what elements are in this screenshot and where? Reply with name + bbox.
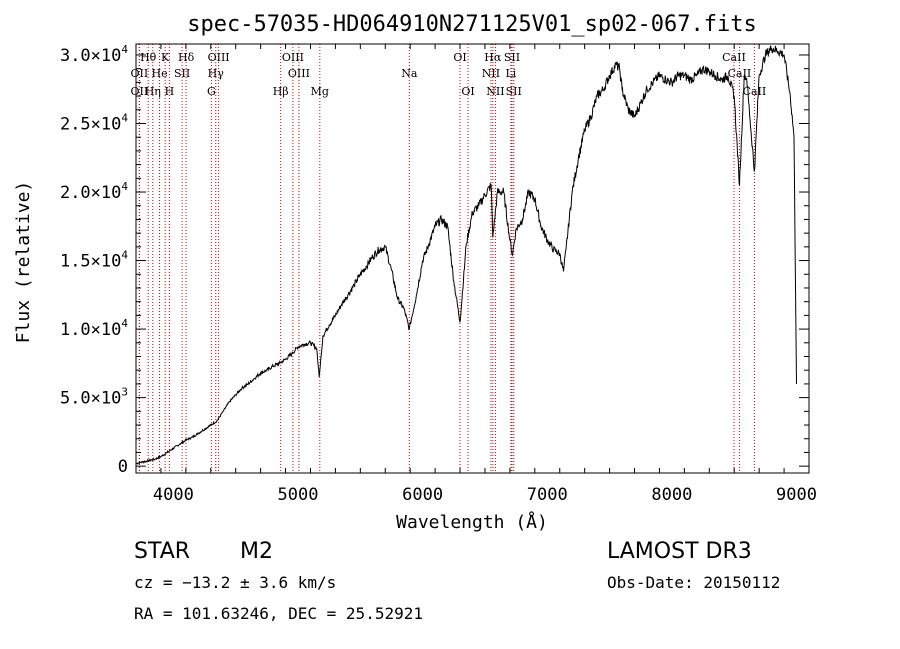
object-subclass: M2	[240, 539, 273, 564]
y-tick-label: 1.5×104	[60, 249, 128, 272]
emission-line-label: OIII	[208, 51, 230, 64]
x-axis-label: Wavelength (Å)	[396, 511, 548, 533]
emission-line-label: Mg	[311, 85, 329, 98]
emission-line-label: CaII	[722, 51, 746, 64]
plot-frame	[135, 43, 810, 474]
emission-line-label: OII	[131, 85, 149, 98]
emission-line-label: G	[207, 85, 216, 98]
x-tick-label: 8000	[651, 485, 692, 505]
x-axis: 4000 5000 6000 7000 8000 9000	[135, 44, 817, 505]
x-tick-label: 7000	[527, 485, 568, 505]
emission-line-label: Hδ	[178, 51, 195, 64]
emission-line-label: SII	[506, 85, 522, 98]
x-tick-label: 5000	[278, 485, 319, 505]
emission-line-label: Hη	[145, 85, 161, 98]
spectrum-chart: spec-57035-HD064910N271125V01_sp02-067.f…	[13, 12, 817, 533]
y-tick-label: 2.5×104	[60, 111, 128, 134]
spectrum-series-line	[135, 45, 797, 465]
x-tick-label: 6000	[402, 485, 443, 505]
emission-line-label: Na	[401, 67, 418, 80]
redshift-velocity: cz = −13.2 ± 3.6 km/s	[134, 573, 337, 592]
y-axis: 0 5.0×103 1.0×104 1.5×104 2.0×104 2.5×104 3.0×…	[60, 43, 809, 477]
survey-name: LAMOST DR3	[607, 539, 752, 564]
y-tick-label: 5.0×103	[60, 386, 128, 409]
emission-line-label: CaII	[743, 85, 767, 98]
emission-line-label: Li	[505, 67, 516, 80]
chart-title: spec-57035-HD064910N271125V01_sp02-067.f…	[187, 12, 757, 37]
emission-line-label: NII	[482, 67, 500, 80]
emission-line-label: Hθ	[140, 51, 157, 64]
y-axis-label: Flux (relative)	[13, 181, 34, 344]
emission-line-label: OIII	[288, 67, 310, 80]
x-tick-label: 4000	[153, 485, 194, 505]
emission-line-label: OII	[131, 67, 149, 80]
emission-line-label: CaII	[728, 67, 752, 80]
emission-line-label: H	[165, 85, 175, 98]
emission-line-label: He	[152, 67, 168, 80]
object-class: STAR	[134, 539, 191, 564]
emission-line-label: SII	[504, 51, 520, 64]
sky-coordinates: RA = 101.63246, DEC = 25.52921	[134, 604, 423, 623]
y-tick-label: 2.0×104	[60, 180, 128, 203]
y-tick-label: 3.0×104	[60, 43, 128, 66]
emission-line-label: OI	[453, 51, 466, 64]
emission-line-label: OIII	[282, 51, 304, 64]
emission-line-label: SII	[174, 67, 190, 80]
emission-line-label: NII	[486, 85, 504, 98]
y-tick-label: 0	[118, 457, 128, 477]
emission-line-label: K	[161, 51, 170, 64]
emission-line-label: Hβ	[273, 85, 289, 98]
emission-line-label: OI	[461, 85, 474, 98]
observation-date: Obs-Date: 20150112	[607, 573, 781, 592]
emission-line-label: Hα	[484, 51, 502, 64]
y-tick-label: 1.0×104	[60, 317, 128, 340]
emission-line-label: Hγ	[208, 67, 225, 80]
emission-line-markers	[138, 44, 755, 473]
x-tick-label: 9000	[776, 485, 817, 505]
